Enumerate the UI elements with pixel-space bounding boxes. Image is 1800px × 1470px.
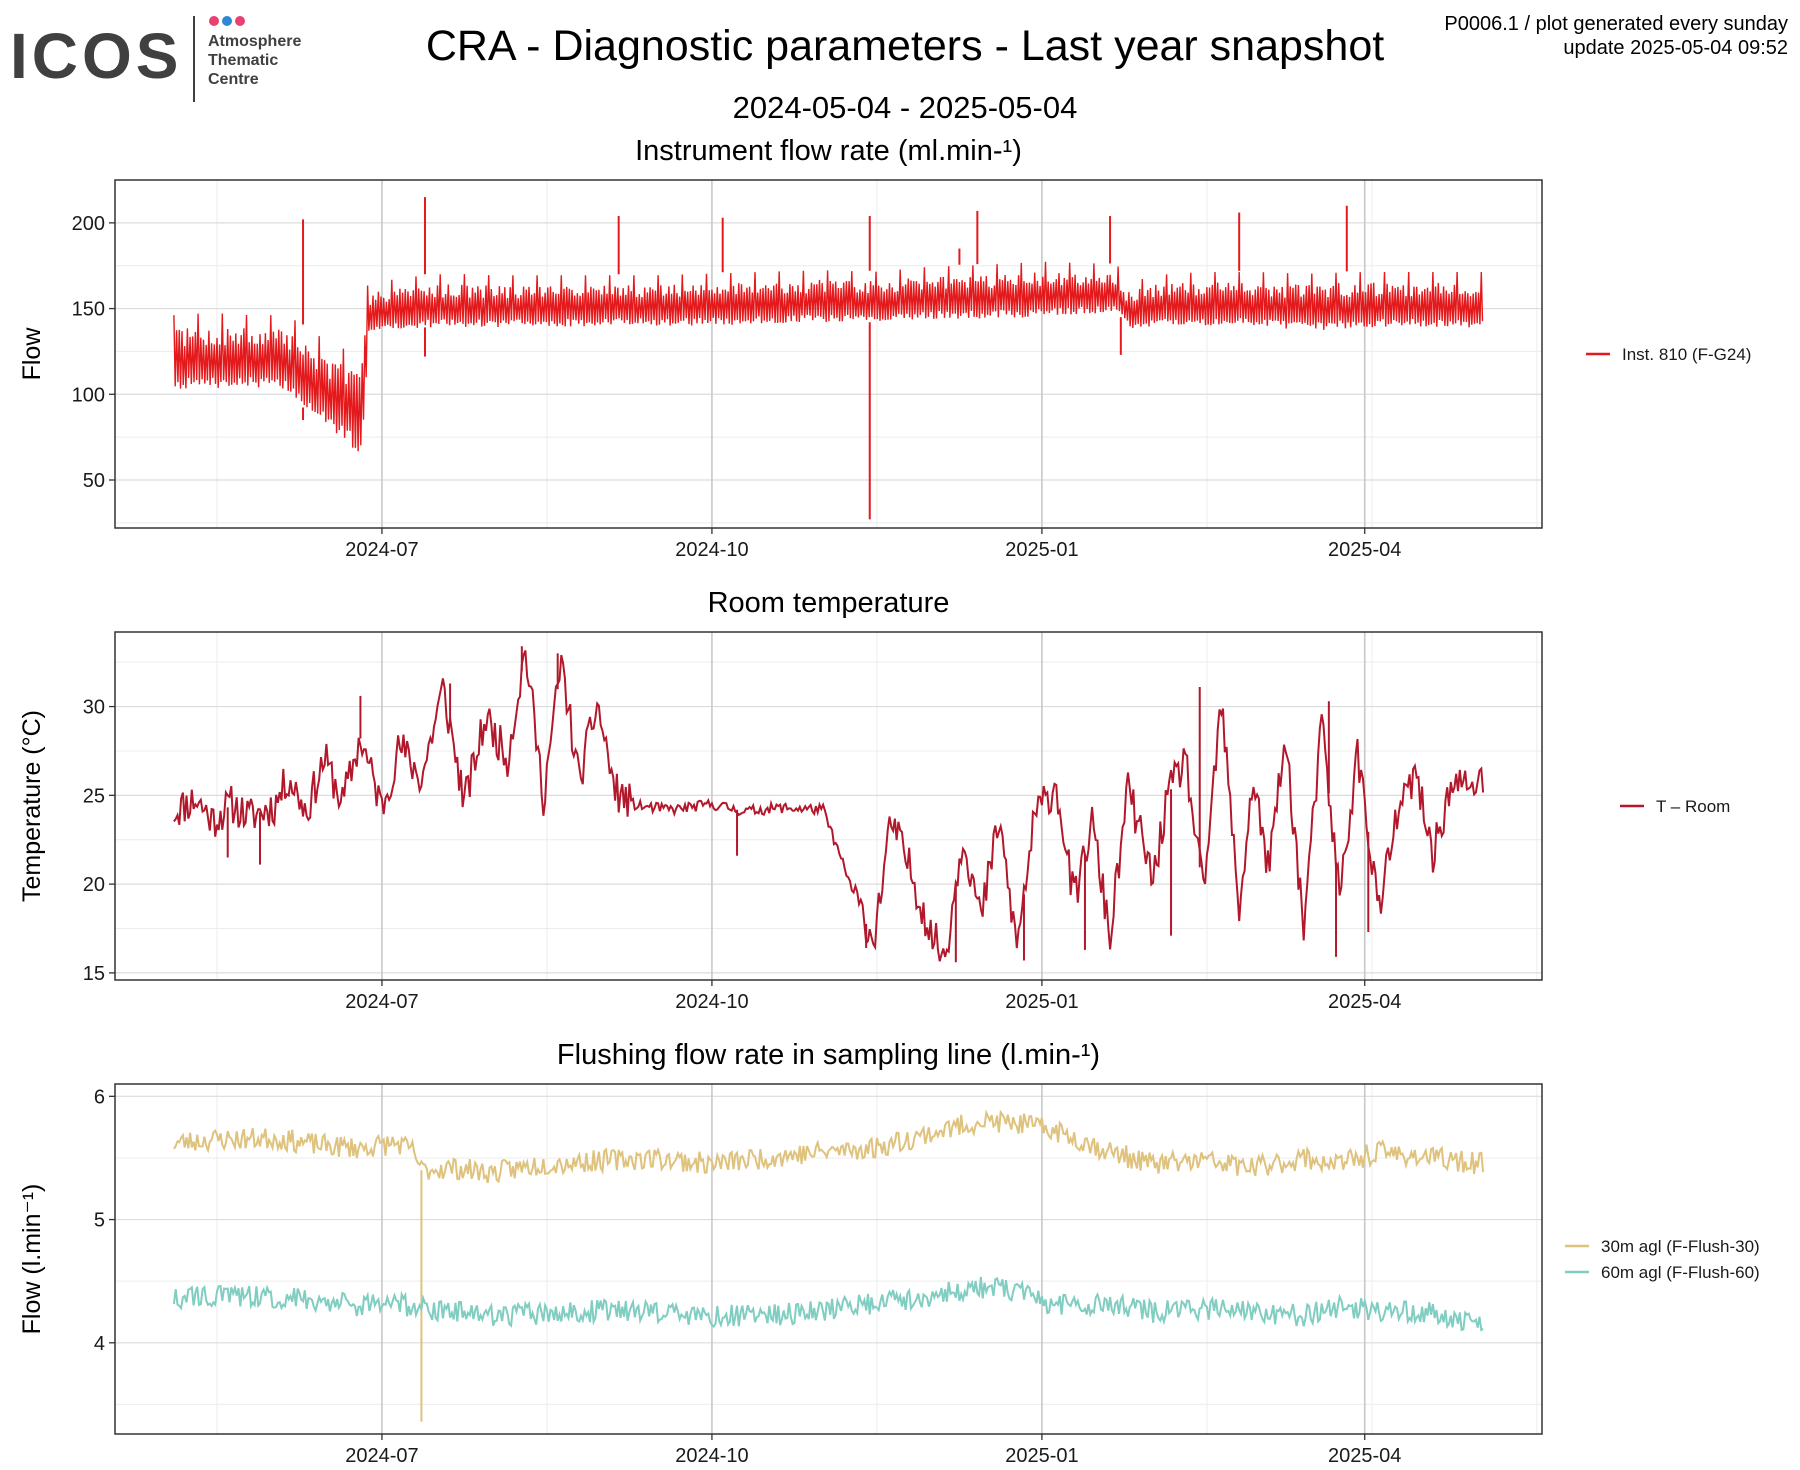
flush-series-line-1 bbox=[172, 1276, 1484, 1332]
x-tick-label: 2024-07 bbox=[345, 991, 418, 1013]
y-tick-label: 200 bbox=[72, 213, 105, 235]
panel-border bbox=[114, 631, 1543, 981]
chart-title: Flushing flow rate in sampling line (l.m… bbox=[557, 1039, 1100, 1071]
temperature-series-line bbox=[173, 650, 1485, 962]
logo-sub-2: Thematic bbox=[208, 52, 278, 69]
x-tick-label: 2025-01 bbox=[1005, 1445, 1078, 1467]
y-tick-label: 20 bbox=[83, 874, 105, 896]
x-tick-label: 2024-07 bbox=[345, 1445, 418, 1467]
y-tick-label: 50 bbox=[83, 470, 105, 492]
chart-title: Instrument flow rate (ml.min-¹) bbox=[635, 135, 1022, 167]
legend-label: 30m agl (F-Flush-30) bbox=[1601, 1237, 1760, 1256]
y-tick-label: 100 bbox=[72, 384, 105, 406]
x-tick-label: 2024-10 bbox=[675, 1445, 748, 1467]
meta-line-2: update 2025-05-04 09:52 bbox=[1563, 37, 1788, 59]
icos-logo: ICOS Atmosphere Thematic Centre bbox=[10, 16, 301, 102]
flushing-flow-chart: Flushing flow rate in sampling line (l.m… bbox=[18, 1039, 1760, 1467]
logo-sub-1: Atmosphere bbox=[208, 33, 301, 50]
panel-border bbox=[114, 179, 1543, 529]
legend-label: T – Room bbox=[1656, 797, 1730, 816]
y-tick-label: 150 bbox=[72, 299, 105, 321]
x-tick-label: 2024-10 bbox=[675, 539, 748, 561]
y-axis-label: Flow (l.min⁻¹) bbox=[18, 1184, 46, 1335]
legend-label: 60m agl (F-Flush-60) bbox=[1601, 1263, 1760, 1282]
x-tick-label: 2024-07 bbox=[345, 539, 418, 561]
flow-series-line bbox=[173, 261, 1484, 452]
plot-meta: P0006.1 / plot generated every sunday up… bbox=[1444, 12, 1788, 60]
date-range: 2024-05-04 - 2025-05-04 bbox=[732, 90, 1078, 125]
y-axis-label: Temperature (°C) bbox=[18, 710, 46, 902]
legend-label: Inst. 810 (F-G24) bbox=[1622, 345, 1751, 364]
x-tick-label: 2024-10 bbox=[675, 991, 748, 1013]
x-tick-label: 2025-01 bbox=[1005, 991, 1078, 1013]
panel-border bbox=[114, 1083, 1543, 1435]
x-tick-label: 2025-04 bbox=[1328, 1445, 1401, 1467]
logo-dot-pink bbox=[209, 16, 219, 26]
x-tick-label: 2025-01 bbox=[1005, 539, 1078, 561]
meta-line-1: P0006.1 / plot generated every sunday bbox=[1444, 13, 1788, 35]
flow-rate-chart: Instrument flow rate (ml.min-¹) 50 100 150 2… bbox=[18, 135, 1751, 561]
y-tick-label: 15 bbox=[83, 963, 105, 985]
y-tick-label: 4 bbox=[94, 1333, 105, 1355]
room-temperature-chart: Room temperature 15 20 25 30 2024-07 2024-10 20… bbox=[18, 587, 1730, 1013]
logo-wordmark: ICOS bbox=[10, 20, 182, 92]
x-tick-label: 2025-04 bbox=[1328, 539, 1401, 561]
x-tick-label: 2025-04 bbox=[1328, 991, 1401, 1013]
logo-dot-pink-2 bbox=[235, 16, 245, 26]
y-axis-label: Flow bbox=[18, 327, 46, 381]
y-tick-label: 5 bbox=[94, 1210, 105, 1232]
flush-series-line-0 bbox=[173, 1109, 1485, 1184]
logo-sub-3: Centre bbox=[208, 71, 259, 88]
y-tick-label: 30 bbox=[83, 697, 105, 719]
chart-title: Room temperature bbox=[708, 587, 950, 619]
page-title: CRA - Diagnostic parameters - Last year … bbox=[425, 22, 1385, 70]
y-tick-label: 25 bbox=[83, 785, 105, 807]
y-tick-label: 6 bbox=[94, 1086, 105, 1108]
logo-dot-blue bbox=[222, 16, 232, 26]
